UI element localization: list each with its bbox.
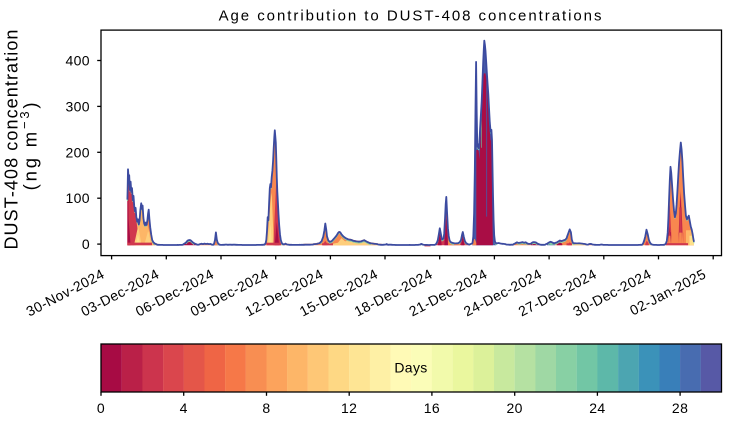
svg-text:4: 4 [180, 400, 188, 416]
svg-text:20: 20 [507, 400, 523, 416]
svg-text:16: 16 [424, 400, 440, 416]
svg-text:300: 300 [65, 98, 90, 114]
svg-text:12: 12 [341, 400, 357, 416]
svg-text:Age contribution to DUST-408 c: Age contribution to DUST-408 concentrati… [219, 8, 604, 25]
svg-text:400: 400 [65, 53, 90, 69]
svg-text:200: 200 [65, 144, 90, 160]
svg-text:28: 28 [672, 400, 688, 416]
svg-text:Days: Days [394, 360, 427, 376]
svg-text:24: 24 [589, 400, 605, 416]
svg-text:DUST-408 concentration: DUST-408 concentration [2, 28, 22, 249]
svg-text:0: 0 [82, 236, 90, 252]
svg-text:0: 0 [97, 400, 105, 416]
svg-text:100: 100 [65, 190, 90, 206]
svg-text:8: 8 [262, 400, 270, 416]
